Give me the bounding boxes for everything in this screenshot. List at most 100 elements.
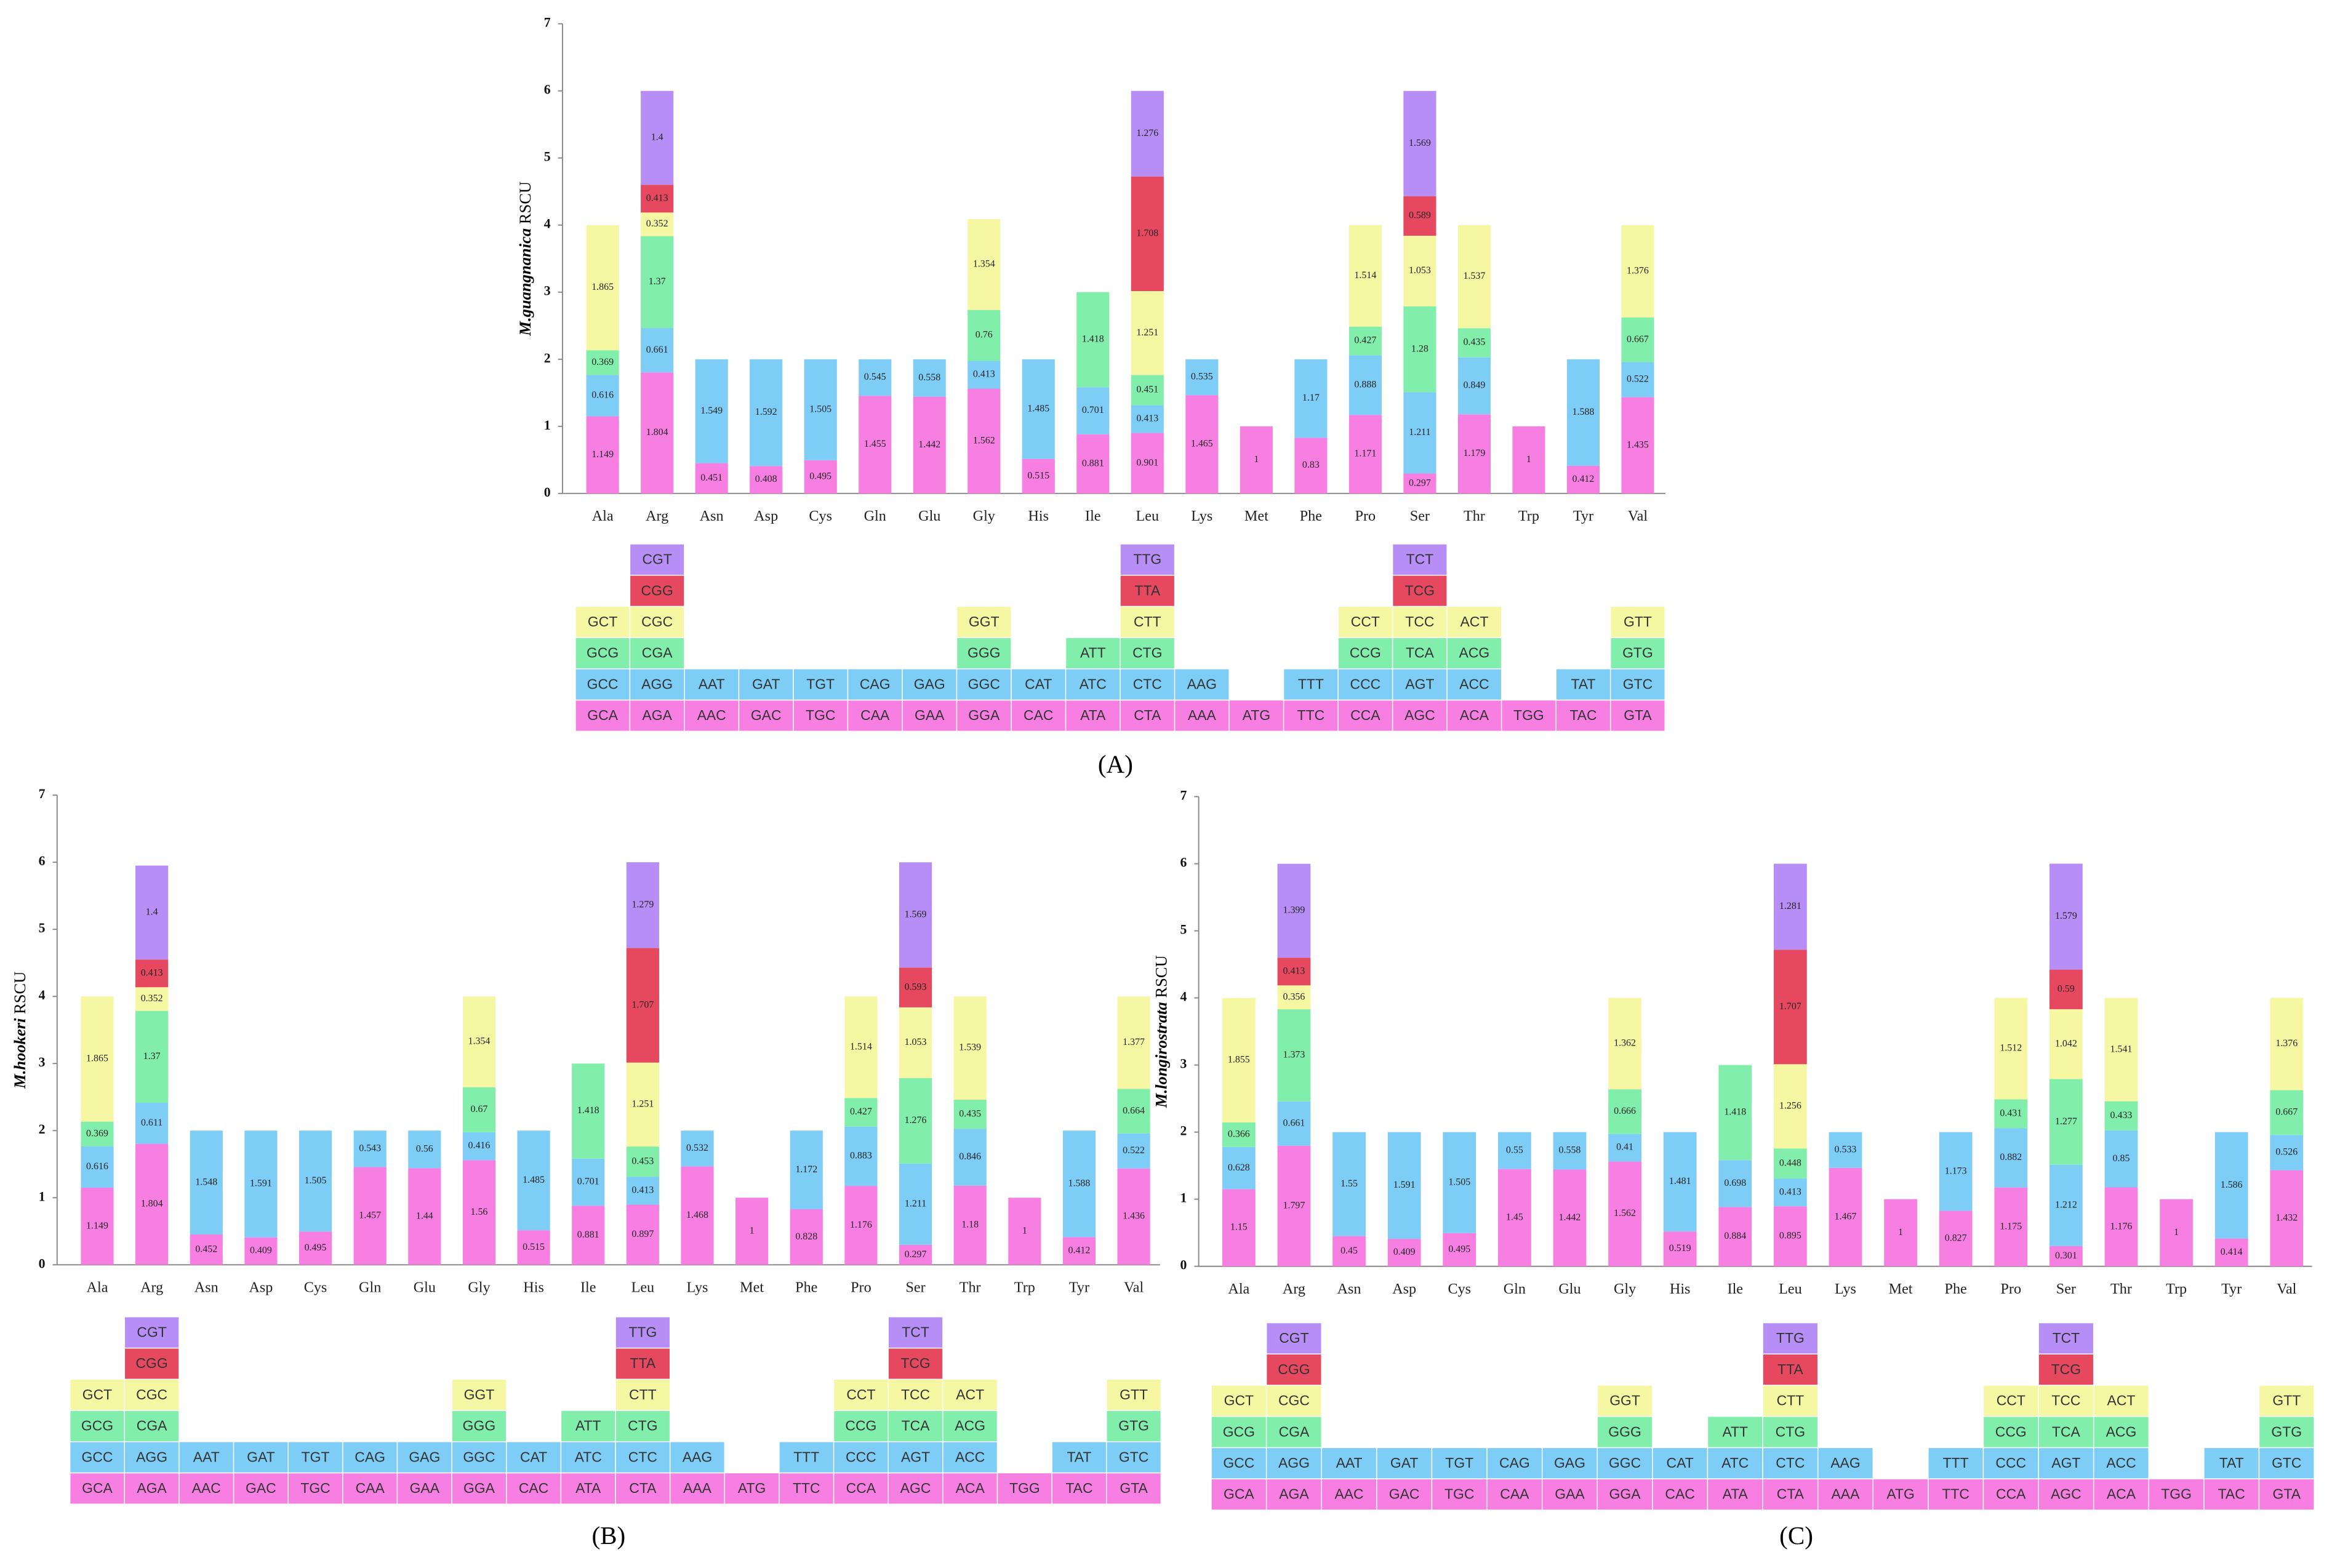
y-tick-label: 5 — [1180, 922, 1187, 937]
codon-cell — [1541, 1478, 1598, 1511]
codon-label: CGC — [641, 614, 673, 630]
codon-cell — [847, 668, 903, 701]
codon-cell — [560, 1472, 616, 1505]
bar-segment — [1608, 1161, 1641, 1266]
bar-segment — [1621, 225, 1654, 318]
value-label: 1.432 — [2275, 1212, 2298, 1223]
value-label: 1.569 — [1409, 138, 1431, 148]
codon-label: CGC — [136, 1386, 167, 1402]
value-label: 1.399 — [1283, 905, 1305, 916]
codon-label: TCA — [902, 1418, 931, 1434]
bar-segment — [1008, 1198, 1041, 1265]
bar-segment — [135, 865, 169, 960]
value-label: 1.418 — [1724, 1107, 1746, 1118]
codon-label: ACG — [1459, 645, 1490, 661]
x-tick-label: Thr — [1464, 508, 1485, 524]
value-label: 0.435 — [959, 1108, 981, 1119]
codon-label: GAC — [246, 1480, 276, 1496]
value-label: 0.519 — [1669, 1243, 1691, 1254]
bar-segment — [190, 1234, 223, 1265]
value-label: 1.176 — [850, 1220, 872, 1230]
value-label: 0.882 — [2000, 1152, 2022, 1162]
bar-segment — [1222, 1146, 1256, 1190]
codon-label: ATC — [1080, 676, 1107, 692]
value-label: 1.512 — [2000, 1043, 2022, 1054]
codon-label: CGT — [137, 1324, 166, 1340]
value-label: 1.455 — [864, 439, 886, 449]
y-tick-label: 6 — [39, 854, 46, 868]
bar-segment — [2270, 998, 2304, 1090]
value-label: 1 — [1526, 454, 1531, 465]
codon-cell — [669, 1472, 726, 1505]
x-tick-label: Gln — [1504, 1281, 1526, 1297]
x-tick-label: His — [1028, 508, 1049, 524]
value-label: 0.616 — [591, 390, 614, 401]
value-label: 0.543 — [359, 1143, 381, 1154]
codon-label: GGC — [463, 1449, 495, 1465]
codon-label: GCA — [587, 707, 618, 723]
codon-label: AAG — [683, 1449, 712, 1465]
codon-cell — [1446, 637, 1502, 670]
bar-segment — [135, 1103, 169, 1144]
x-tick-label: Glu — [1558, 1281, 1581, 1297]
codon-label: ATT — [1722, 1423, 1748, 1439]
value-label: 1.579 — [2055, 911, 2077, 921]
codon-label: CGT — [1279, 1330, 1308, 1346]
codon-cell — [1762, 1353, 1819, 1386]
codon-label: CCC — [1995, 1455, 2026, 1471]
bar-segment — [2270, 1090, 2304, 1135]
value-label: 1.277 — [2055, 1116, 2077, 1127]
value-label: 1.549 — [700, 406, 723, 416]
bar-segment — [1608, 1134, 1641, 1162]
bar-segment — [626, 862, 659, 948]
codon-label: GGA — [968, 707, 1000, 723]
codon-cell — [888, 1378, 944, 1411]
codon-label: CAA — [356, 1480, 385, 1496]
codon-label: TCA — [2052, 1423, 2081, 1439]
codon-cell — [629, 543, 685, 576]
y-tick-label: 7 — [544, 15, 551, 30]
bar-segment — [586, 375, 619, 417]
codon-label: CAG — [1499, 1455, 1530, 1471]
x-tick-label: Met — [1244, 508, 1268, 524]
bar-segment — [1608, 998, 1641, 1090]
bar-segment — [2104, 998, 2138, 1102]
bar-segment — [1621, 317, 1654, 362]
value-label: 1.4 — [651, 132, 663, 143]
bar-segment — [626, 1177, 659, 1205]
codon-cell — [779, 1472, 835, 1505]
codon-label: CTC — [1133, 676, 1162, 692]
bar-segment — [1131, 433, 1164, 494]
x-tick-label: Tyr — [2221, 1281, 2242, 1297]
bar-segment — [2104, 1130, 2138, 1188]
codon-cell — [1541, 1447, 1598, 1479]
panel-label: (C) — [1779, 1521, 1813, 1550]
bar-segment — [1387, 1239, 1421, 1266]
bar-segment — [2050, 969, 2083, 1009]
value-label: 1.251 — [1136, 327, 1158, 338]
value-label: 1.865 — [86, 1054, 108, 1064]
codon-cell — [1011, 668, 1067, 701]
value-label: 1.18 — [961, 1220, 979, 1230]
x-tick-label: Ala — [592, 508, 614, 524]
value-label: 1.591 — [1393, 1180, 1416, 1190]
value-label: 0.884 — [1724, 1231, 1746, 1241]
value-label: 0.435 — [1463, 337, 1485, 348]
bar-segment — [1994, 1099, 2028, 1129]
codon-label: CCT — [1351, 614, 1380, 630]
codon-cell — [888, 1441, 944, 1474]
value-label: 1.485 — [1027, 403, 1049, 414]
codon-cell — [2203, 1447, 2260, 1479]
codon-label: GCG — [587, 645, 619, 661]
codon-label: ACC — [2106, 1455, 2136, 1471]
codon-cell — [2258, 1415, 2315, 1449]
x-tick-label: Gly — [1614, 1281, 1636, 1297]
x-tick-label: Thr — [2110, 1281, 2132, 1297]
x-tick-label: Gly — [973, 508, 995, 524]
codon-cell — [1982, 1385, 2039, 1417]
value-label: 0.45 — [1340, 1246, 1358, 1256]
bar-segment — [2050, 1164, 2083, 1246]
value-label: 0.412 — [1573, 474, 1595, 484]
x-tick-label: Cys — [304, 1279, 327, 1295]
value-label: 1.175 — [2000, 1221, 2022, 1231]
